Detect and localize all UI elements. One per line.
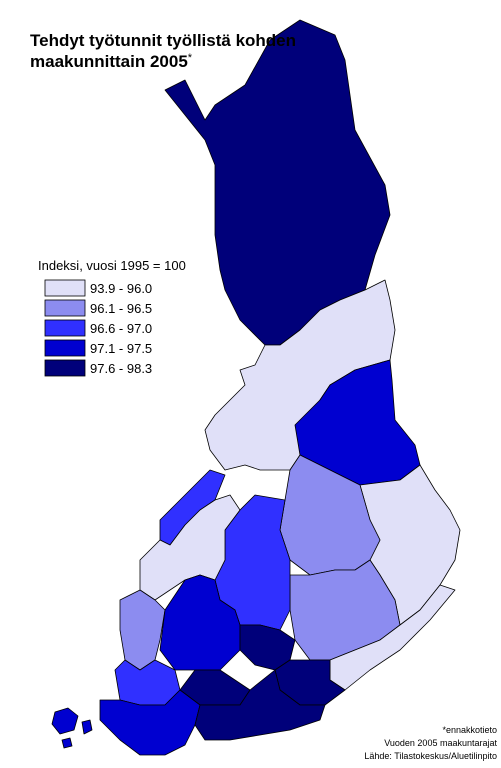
title-mark: *: [188, 52, 193, 64]
legend: 93.9 - 96.0 96.1 - 96.5 96.6 - 97.0 97.1 - …: [44, 279, 152, 377]
legend-label: 97.6 - 98.3: [90, 361, 152, 376]
note: Vuoden 2005 maakuntarajat: [384, 738, 497, 748]
region-south-ostrobothnia: [139, 494, 241, 601]
legend-title: Indeksi, vuosi 1995 = 100: [38, 258, 186, 273]
title-line: maakunnittain 2005*: [30, 52, 193, 71]
region-aland: [51, 707, 79, 735]
region-uusimaa: [194, 669, 326, 741]
legend-swatch: [44, 279, 86, 297]
title-text: maakunnittain 2005: [30, 52, 188, 71]
legend-label: 96.1 - 96.5: [90, 301, 152, 316]
legend-swatch: [44, 299, 86, 317]
legend-swatch: [44, 319, 86, 337]
legend-label: 97.1 - 97.5: [90, 341, 152, 356]
legend-label: 93.9 - 96.0: [90, 281, 152, 296]
region-aland-islet: [81, 719, 93, 735]
region-ostrobothnia: [119, 589, 166, 671]
note: *ennakkotieto: [442, 725, 497, 735]
legend-swatch: [44, 339, 86, 357]
note: Lähde: Tilastokeskus/Aluetilinpito: [364, 751, 497, 761]
regions: [51, 19, 461, 756]
title-line: Tehdyt työtunnit työllistä kohden: [30, 31, 296, 50]
legend-swatch: [44, 359, 86, 377]
legend-label: 96.6 - 97.0: [90, 321, 152, 336]
region-aland-islet: [61, 737, 73, 749]
